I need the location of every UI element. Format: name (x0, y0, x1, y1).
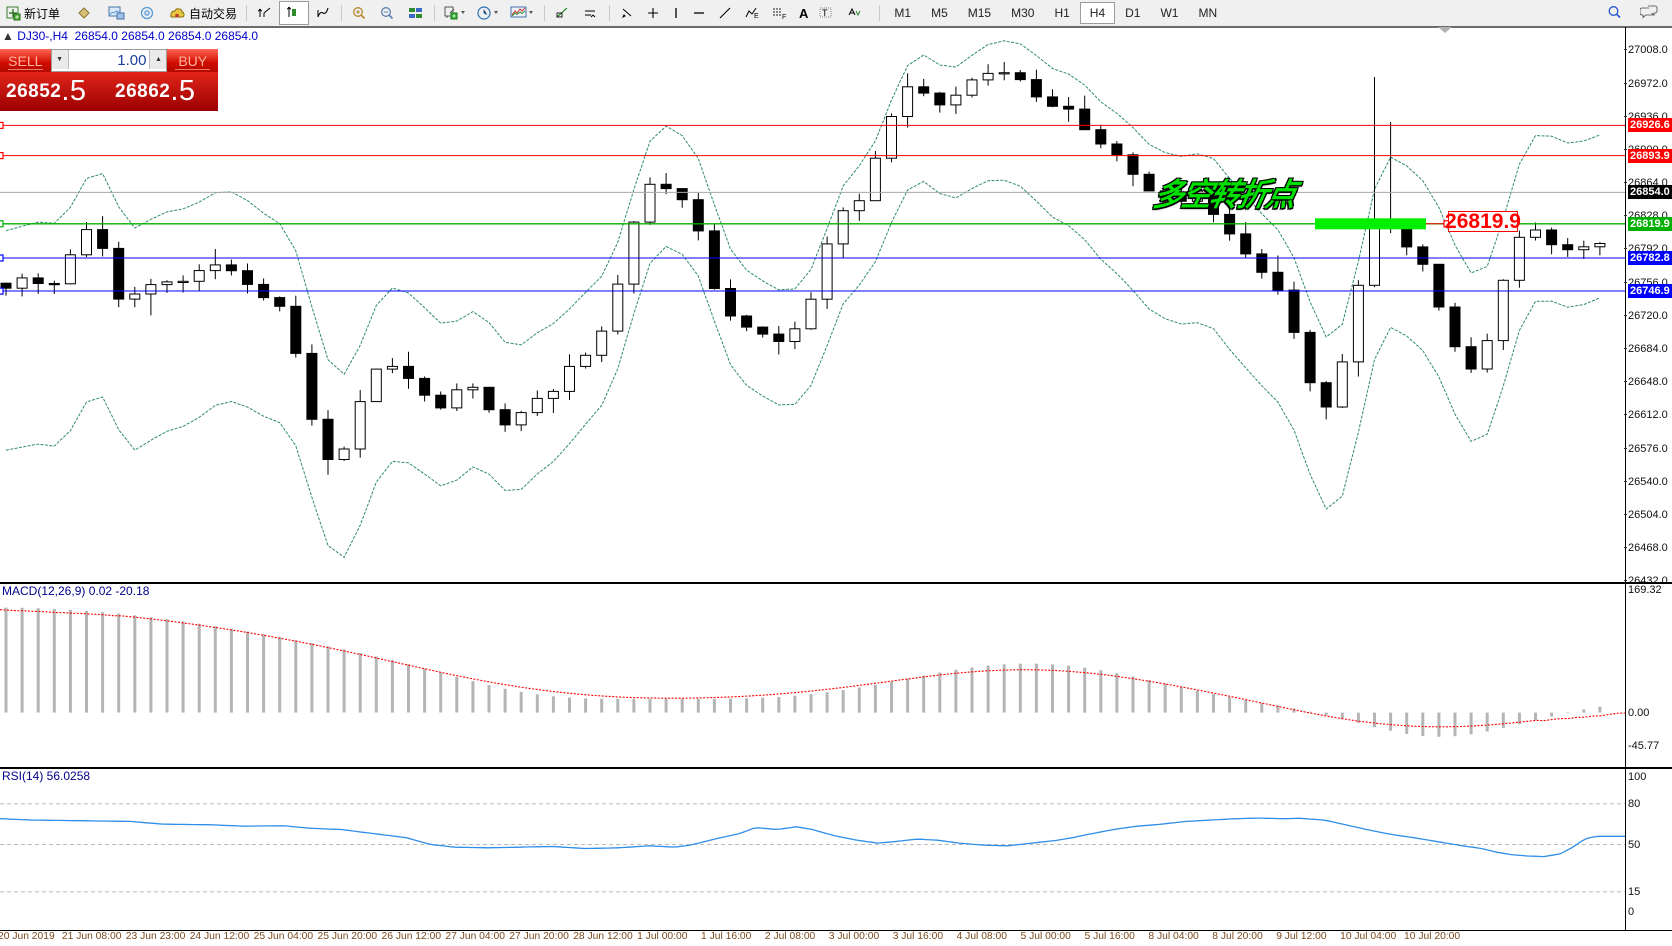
svg-text:F: F (782, 14, 786, 21)
svg-text:E: E (754, 13, 759, 20)
svg-text:T: T (822, 8, 828, 18)
